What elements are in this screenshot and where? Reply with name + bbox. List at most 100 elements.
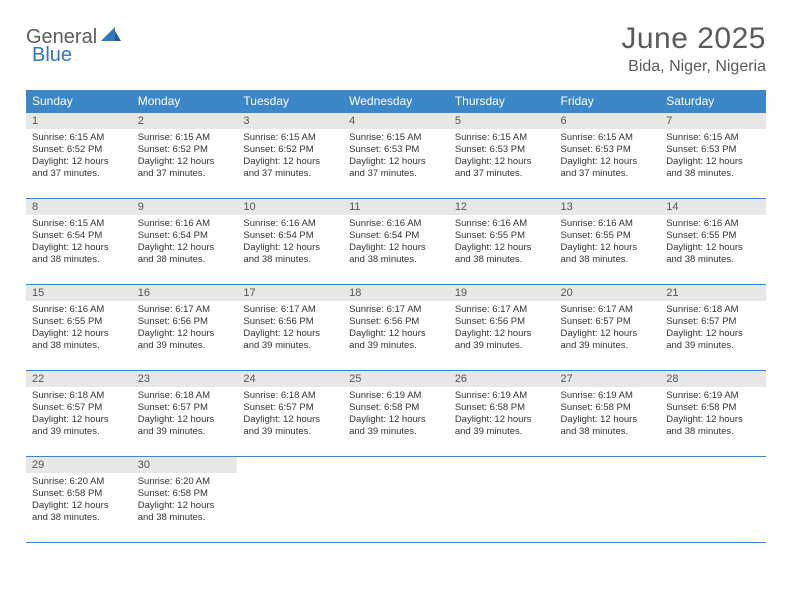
- sunrise-line: Sunrise: 6:15 AM: [455, 132, 549, 144]
- sunrise-line: Sunrise: 6:16 AM: [243, 218, 337, 230]
- day-body: Sunrise: 6:18 AMSunset: 6:57 PMDaylight:…: [132, 387, 238, 443]
- day-cell: 19Sunrise: 6:17 AMSunset: 6:56 PMDayligh…: [449, 285, 555, 371]
- day-cell: 21Sunrise: 6:18 AMSunset: 6:57 PMDayligh…: [660, 285, 766, 371]
- day-cell: 6Sunrise: 6:15 AMSunset: 6:53 PMDaylight…: [555, 113, 661, 199]
- week-row: 1Sunrise: 6:15 AMSunset: 6:52 PMDaylight…: [26, 113, 766, 199]
- daylight-line: Daylight: 12 hours and 38 minutes.: [666, 156, 760, 180]
- sunset-line: Sunset: 6:56 PM: [138, 316, 232, 328]
- daylight-line: Daylight: 12 hours and 37 minutes.: [349, 156, 443, 180]
- week-row: 15Sunrise: 6:16 AMSunset: 6:55 PMDayligh…: [26, 285, 766, 371]
- sunset-line: Sunset: 6:56 PM: [455, 316, 549, 328]
- day-body: Sunrise: 6:20 AMSunset: 6:58 PMDaylight:…: [132, 473, 238, 529]
- day-number: 9: [132, 199, 238, 215]
- day-cell: 5Sunrise: 6:15 AMSunset: 6:53 PMDaylight…: [449, 113, 555, 199]
- day-number: 29: [26, 457, 132, 473]
- day-cell: 3Sunrise: 6:15 AMSunset: 6:52 PMDaylight…: [237, 113, 343, 199]
- day-body: Sunrise: 6:17 AMSunset: 6:56 PMDaylight:…: [237, 301, 343, 357]
- page: General June 2025 Bida, Niger, Nigeria B…: [0, 0, 792, 543]
- day-number: 13: [555, 199, 661, 215]
- day-number: 2: [132, 113, 238, 129]
- day-body: Sunrise: 6:18 AMSunset: 6:57 PMDaylight:…: [237, 387, 343, 443]
- sunset-line: Sunset: 6:53 PM: [349, 144, 443, 156]
- day-cell: 4Sunrise: 6:15 AMSunset: 6:53 PMDaylight…: [343, 113, 449, 199]
- day-cell: 27Sunrise: 6:19 AMSunset: 6:58 PMDayligh…: [555, 371, 661, 457]
- day-number: 6: [555, 113, 661, 129]
- day-number: 23: [132, 371, 238, 387]
- sunrise-line: Sunrise: 6:17 AM: [349, 304, 443, 316]
- day-number: 30: [132, 457, 238, 473]
- sunrise-line: Sunrise: 6:17 AM: [138, 304, 232, 316]
- sunrise-line: Sunrise: 6:15 AM: [561, 132, 655, 144]
- daylight-line: Daylight: 12 hours and 39 minutes.: [138, 414, 232, 438]
- sunset-line: Sunset: 6:55 PM: [561, 230, 655, 242]
- day-body: Sunrise: 6:19 AMSunset: 6:58 PMDaylight:…: [660, 387, 766, 443]
- day-number: 12: [449, 199, 555, 215]
- sunrise-line: Sunrise: 6:15 AM: [138, 132, 232, 144]
- day-body: Sunrise: 6:17 AMSunset: 6:56 PMDaylight:…: [132, 301, 238, 357]
- day-cell: 7Sunrise: 6:15 AMSunset: 6:53 PMDaylight…: [660, 113, 766, 199]
- day-body: Sunrise: 6:15 AMSunset: 6:53 PMDaylight:…: [449, 129, 555, 185]
- daylight-line: Daylight: 12 hours and 38 minutes.: [138, 500, 232, 524]
- day-number: 10: [237, 199, 343, 215]
- day-number: 16: [132, 285, 238, 301]
- daylight-line: Daylight: 12 hours and 37 minutes.: [138, 156, 232, 180]
- day-body: Sunrise: 6:17 AMSunset: 6:56 PMDaylight:…: [343, 301, 449, 357]
- daylight-line: Daylight: 12 hours and 38 minutes.: [138, 242, 232, 266]
- day-body: Sunrise: 6:19 AMSunset: 6:58 PMDaylight:…: [343, 387, 449, 443]
- day-number: 3: [237, 113, 343, 129]
- day-header-row: Sunday Monday Tuesday Wednesday Thursday…: [26, 90, 766, 113]
- day-cell: 13Sunrise: 6:16 AMSunset: 6:55 PMDayligh…: [555, 199, 661, 285]
- daylight-line: Daylight: 12 hours and 37 minutes.: [455, 156, 549, 180]
- day-number: 7: [660, 113, 766, 129]
- day-body: Sunrise: 6:15 AMSunset: 6:53 PMDaylight:…: [555, 129, 661, 185]
- day-cell: 20Sunrise: 6:17 AMSunset: 6:57 PMDayligh…: [555, 285, 661, 371]
- day-number: 1: [26, 113, 132, 129]
- day-body: Sunrise: 6:16 AMSunset: 6:54 PMDaylight:…: [132, 215, 238, 271]
- daylight-line: Daylight: 12 hours and 39 minutes.: [32, 414, 126, 438]
- dayhdr-thu: Thursday: [449, 90, 555, 113]
- brand-part2: Blue: [32, 44, 72, 66]
- sunset-line: Sunset: 6:58 PM: [349, 402, 443, 414]
- day-cell: ..: [555, 457, 661, 543]
- day-body: Sunrise: 6:19 AMSunset: 6:58 PMDaylight:…: [555, 387, 661, 443]
- daylight-line: Daylight: 12 hours and 38 minutes.: [32, 500, 126, 524]
- calendar-table: Sunday Monday Tuesday Wednesday Thursday…: [26, 90, 766, 543]
- day-cell: 2Sunrise: 6:15 AMSunset: 6:52 PMDaylight…: [132, 113, 238, 199]
- sunrise-line: Sunrise: 6:16 AM: [666, 218, 760, 230]
- sunset-line: Sunset: 6:53 PM: [455, 144, 549, 156]
- daylight-line: Daylight: 12 hours and 38 minutes.: [32, 328, 126, 352]
- daylight-line: Daylight: 12 hours and 38 minutes.: [32, 242, 126, 266]
- day-cell: 1Sunrise: 6:15 AMSunset: 6:52 PMDaylight…: [26, 113, 132, 199]
- brand-part2-wrap: Blue: [32, 44, 72, 67]
- daylight-line: Daylight: 12 hours and 39 minutes.: [666, 328, 760, 352]
- day-number: 15: [26, 285, 132, 301]
- sunrise-line: Sunrise: 6:16 AM: [138, 218, 232, 230]
- day-cell: 17Sunrise: 6:17 AMSunset: 6:56 PMDayligh…: [237, 285, 343, 371]
- sunrise-line: Sunrise: 6:15 AM: [243, 132, 337, 144]
- day-number: 24: [237, 371, 343, 387]
- day-number: 21: [660, 285, 766, 301]
- day-number: 11: [343, 199, 449, 215]
- location: Bida, Niger, Nigeria: [621, 58, 766, 76]
- sunset-line: Sunset: 6:55 PM: [32, 316, 126, 328]
- day-cell: 14Sunrise: 6:16 AMSunset: 6:55 PMDayligh…: [660, 199, 766, 285]
- day-body: Sunrise: 6:16 AMSunset: 6:55 PMDaylight:…: [555, 215, 661, 271]
- sunrise-line: Sunrise: 6:19 AM: [455, 390, 549, 402]
- week-row: 8Sunrise: 6:15 AMSunset: 6:54 PMDaylight…: [26, 199, 766, 285]
- day-number: 5: [449, 113, 555, 129]
- sunrise-line: Sunrise: 6:16 AM: [349, 218, 443, 230]
- sunrise-line: Sunrise: 6:15 AM: [32, 218, 126, 230]
- daylight-line: Daylight: 12 hours and 38 minutes.: [666, 414, 760, 438]
- sunset-line: Sunset: 6:57 PM: [666, 316, 760, 328]
- day-body: Sunrise: 6:16 AMSunset: 6:55 PMDaylight:…: [26, 301, 132, 357]
- sunrise-line: Sunrise: 6:16 AM: [32, 304, 126, 316]
- sunrise-line: Sunrise: 6:19 AM: [666, 390, 760, 402]
- sunrise-line: Sunrise: 6:15 AM: [349, 132, 443, 144]
- day-body: Sunrise: 6:20 AMSunset: 6:58 PMDaylight:…: [26, 473, 132, 529]
- header: General June 2025 Bida, Niger, Nigeria: [26, 22, 766, 76]
- daylight-line: Daylight: 12 hours and 39 minutes.: [349, 328, 443, 352]
- sunset-line: Sunset: 6:54 PM: [32, 230, 126, 242]
- sunrise-line: Sunrise: 6:20 AM: [32, 476, 126, 488]
- daylight-line: Daylight: 12 hours and 38 minutes.: [666, 242, 760, 266]
- day-body: Sunrise: 6:18 AMSunset: 6:57 PMDaylight:…: [660, 301, 766, 357]
